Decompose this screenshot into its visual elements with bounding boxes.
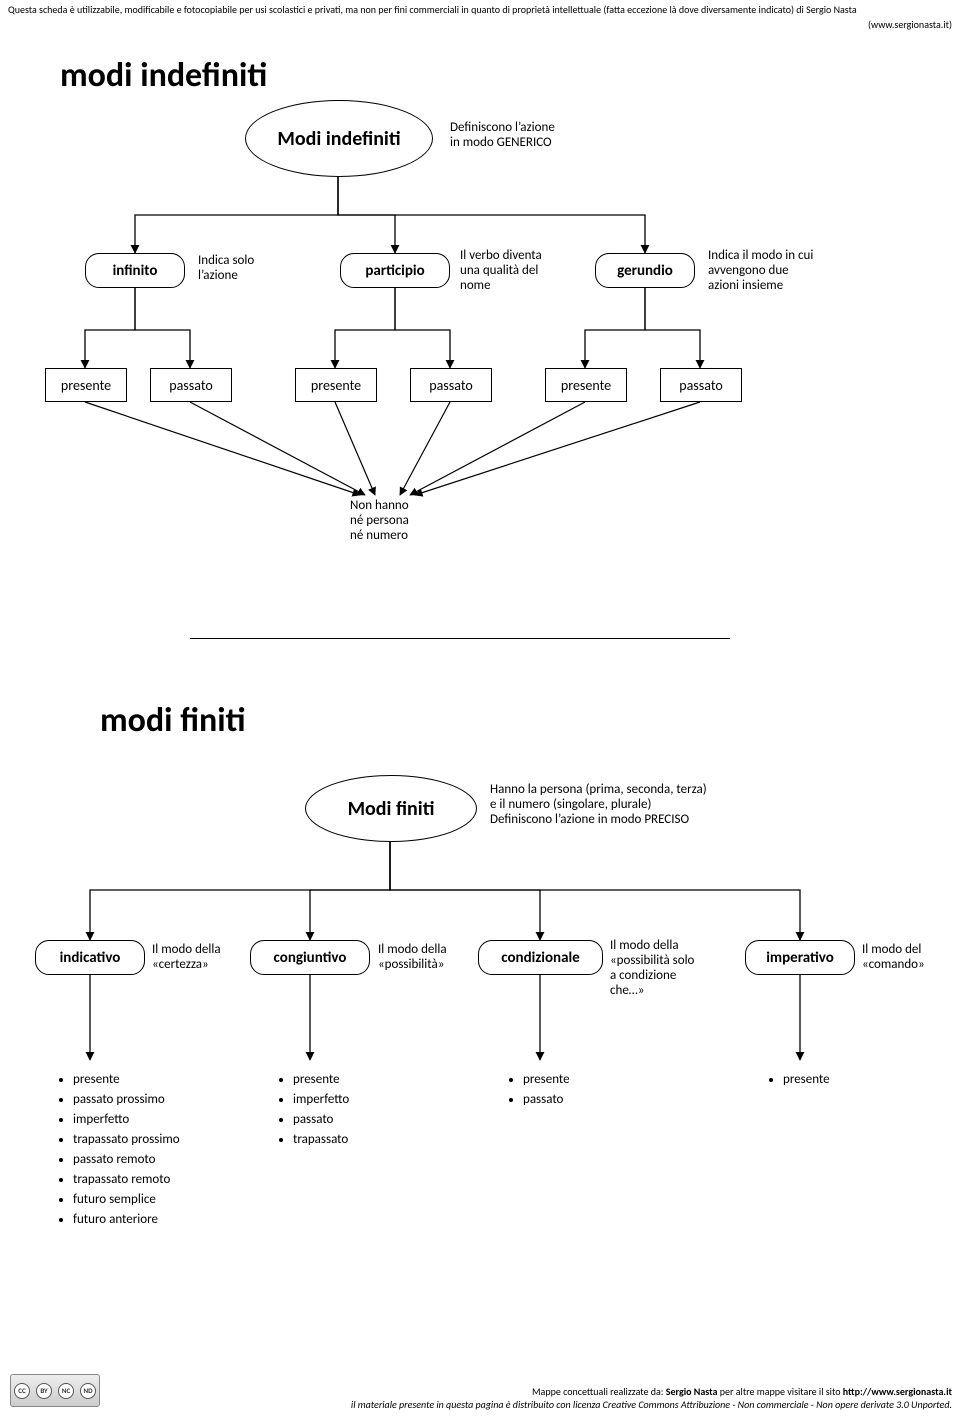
- node-condizionale: condizionale: [478, 940, 603, 975]
- desc-participio: Il verbo diventa una qualità del nome: [460, 248, 580, 293]
- heading-finiti: modi finiti: [100, 700, 246, 741]
- node-indicativo: indicativo: [35, 940, 145, 975]
- list-item: trapassato prossimo: [73, 1130, 243, 1150]
- tense-box: presente: [545, 368, 627, 402]
- page: Questa scheda è utilizzabile, modificabi…: [0, 0, 960, 1417]
- tense-list-imperativo: presente: [765, 1070, 923, 1090]
- tense-box: passato: [410, 368, 492, 402]
- list-item: passato prossimo: [73, 1090, 243, 1110]
- list-item: imperfetto: [73, 1110, 243, 1130]
- list-item: presente: [293, 1070, 433, 1090]
- tense-box: presente: [45, 368, 127, 402]
- tense-list-indicativo: presente passato prossimo imperfetto tra…: [55, 1070, 243, 1230]
- tense-list-congiuntivo: presente imperfetto passato trapassato: [275, 1070, 433, 1150]
- desc-modi-indefiniti: Definiscono l’azione in modo GENERICO: [450, 120, 620, 150]
- tense-box: passato: [660, 368, 742, 402]
- footer-line1: Mappe concettuali realizzate da: Sergio …: [8, 1385, 952, 1398]
- list-item: futuro anteriore: [73, 1210, 243, 1230]
- list-item: presente: [783, 1070, 923, 1090]
- list-item: trapassato remoto: [73, 1170, 243, 1190]
- desc-infinito: Indica solo l’azione: [198, 253, 298, 283]
- center-note: Non hanno né persona né numero: [350, 498, 470, 543]
- list-item: imperfetto: [293, 1090, 433, 1110]
- footer-line2: il materiale presente in questa pagina è…: [8, 1398, 952, 1411]
- list-item: passato: [523, 1090, 663, 1110]
- node-infinito: infinito: [85, 253, 185, 288]
- node-congiuntivo: congiuntivo: [250, 940, 370, 975]
- list-item: presente: [73, 1070, 243, 1090]
- list-item: presente: [523, 1070, 663, 1090]
- tense-box: passato: [150, 368, 232, 402]
- node-participio: participio: [340, 253, 450, 288]
- footer: Mappe concettuali realizzate da: Sergio …: [8, 1385, 952, 1411]
- heading-indefiniti: modi indefiniti: [60, 55, 267, 96]
- node-imperativo: imperativo: [745, 940, 855, 975]
- desc-gerundio: Indica il modo in cui avvengono due azio…: [708, 248, 868, 293]
- separator-line: [190, 638, 730, 639]
- node-gerundio: gerundio: [595, 253, 695, 288]
- tense-list-condizionale: presente passato: [505, 1070, 663, 1110]
- tense-box: presente: [295, 368, 377, 402]
- header-url: (www.sergionasta.it): [868, 18, 952, 31]
- list-item: trapassato: [293, 1130, 433, 1150]
- list-item: futuro semplice: [73, 1190, 243, 1210]
- list-item: passato remoto: [73, 1150, 243, 1170]
- desc-modi-finiti: Hanno la persona (prima, seconda, terza)…: [490, 782, 770, 827]
- node-modi-finiti: Modi finiti: [305, 775, 477, 842]
- desc-indicativo: Il modo della «certezza»: [152, 942, 247, 972]
- list-item: passato: [293, 1110, 433, 1130]
- desc-congiuntivo: Il modo della «possibilità»: [378, 942, 473, 972]
- node-modi-indefiniti: Modi indefiniti: [245, 100, 433, 177]
- desc-imperativo: Il modo del «comando»: [862, 942, 952, 972]
- header-text: Questa scheda è utilizzabile, modificabi…: [8, 4, 952, 16]
- desc-condizionale: Il modo della «possibilità solo a condiz…: [610, 938, 730, 998]
